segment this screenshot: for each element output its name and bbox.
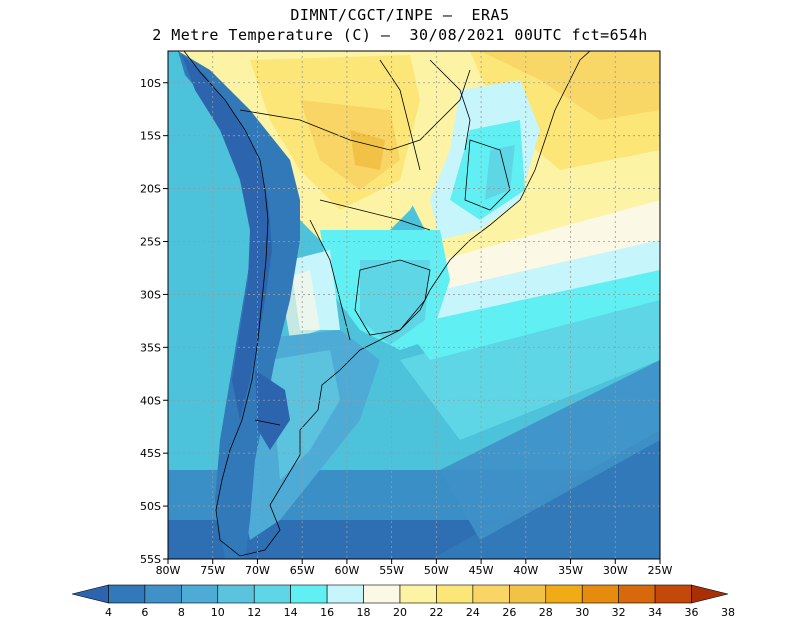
colorbar-swatch [545,584,583,604]
colorbar-label: 32 [612,606,626,618]
latitude-labels: 10S 15S 20S 25S 30S 35S 40S 45S 50S 55S [140,77,168,566]
colorbar-label: 20 [393,606,407,618]
gridlines [168,51,660,559]
colorbar-swatch [509,584,547,604]
lon-label: 70W [245,564,270,577]
colorbar-label: 10 [211,606,225,618]
colorbar-label: 18 [357,606,371,618]
colorbar-label: 4 [105,606,112,618]
lat-label: 15S [140,130,161,143]
colorbar-high-arrow [691,584,729,604]
colorbar-label: 34 [648,606,662,618]
colorbar-label: 36 [685,606,699,618]
lon-label: 40W [513,564,538,577]
colorbar-swatch [144,584,182,604]
lat-label: 55S [140,553,161,566]
colorbar-label: 38 [721,606,735,618]
coastlines-and-borders [183,51,591,557]
lat-label: 20S [140,183,161,196]
lat-label: 35S [140,341,161,354]
longitude-labels: 80W 75W 70W 65W 60W 55W 50W 45W 40W 35W 30W 25W [156,559,673,577]
colorbar-swatch [472,584,510,604]
lon-label: 60W [334,564,359,577]
lon-label: 50W [424,564,449,577]
lat-label: 40S [140,394,161,407]
map-frame [167,50,661,560]
colorbar-labels: 4 6 8 10 12 14 16 18 20 22 24 26 28 30 32 34 36 38 [105,606,735,618]
colorbar-label: 28 [539,606,553,618]
lon-label: 75W [200,564,225,577]
lon-label: 35W [558,564,583,577]
lon-label: 55W [379,564,404,577]
colorbar-swatch [618,584,656,604]
colorbar-label: 14 [284,606,298,618]
colorbar-label: 16 [320,606,334,618]
colorbar-swatch [326,584,364,604]
colorbar-low-arrow [71,584,109,604]
colorbar-label: 24 [466,606,480,618]
colorbar-swatch [654,584,692,604]
lat-label: 25S [140,236,161,249]
lon-label: 45W [469,564,494,577]
colorbar-swatch [581,584,619,604]
colorbar-swatch [436,584,474,604]
lat-label: 10S [140,77,161,90]
colorbar-label: 22 [429,606,443,618]
colorbar-label: 12 [247,606,261,618]
colorbar-label: 8 [178,606,185,618]
temperature-field [168,51,660,559]
lat-label: 30S [140,288,161,301]
colorbar-swatch [363,584,401,604]
colorbar-label: 26 [502,606,516,618]
lon-label: 30W [603,564,628,577]
colorbar-label: 6 [141,606,148,618]
colorbar-swatch [108,584,146,604]
lon-label: 65W [290,564,315,577]
colorbar-swatch [217,584,255,604]
lat-label: 50S [140,500,161,513]
colorbar-label: 30 [575,606,589,618]
colorbar-swatch [181,584,219,604]
colorbar-swatch [399,584,437,604]
colorbar-swatch [290,584,328,604]
colorbar [71,584,729,604]
title-line-1: DIMNT/CGCT/INPE – ERA5 [290,6,510,24]
lon-label: 80W [156,564,181,577]
lon-label: 25W [648,564,673,577]
title-line-2: 2 Metre Temperature (C) – 30/08/2021 00U… [152,26,648,44]
colorbar-swatch [253,584,291,604]
lat-label: 45S [140,447,161,460]
